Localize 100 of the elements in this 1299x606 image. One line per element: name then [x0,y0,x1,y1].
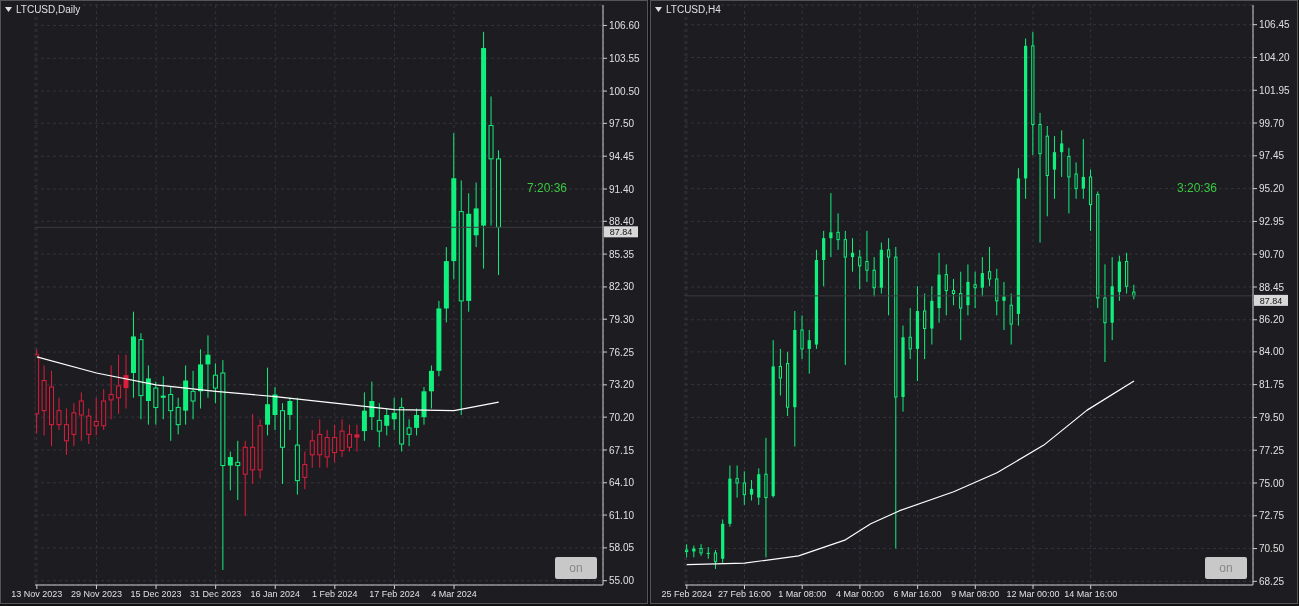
ref-line-label: 87.84 [1259,295,1283,306]
x-tick-label: 1 Mar 08:00 [778,589,827,600]
y-tick-label: 82.30 [609,281,635,293]
annotation: 3:20:36 [1176,181,1217,195]
x-tick-label: 14 Mar 16:00 [1064,589,1118,600]
x-tick-label: 17 Feb 2024 [369,589,420,600]
candlestick [71,402,77,447]
candlestick [858,249,862,290]
y-tick-label: 91.40 [609,183,635,195]
y-tick-label: 73.20 [609,379,635,391]
annotation: 7:20:36 [526,181,567,195]
candlestick [212,362,218,404]
candlestick [865,230,869,283]
y-tick-label: 61.10 [609,509,635,521]
candlestick [332,424,338,463]
y-tick-label: 106.45 [1259,19,1291,31]
candlestick [175,397,181,435]
candlestick [361,391,367,442]
candlestick [800,314,804,360]
candlestick [713,549,718,570]
candlestick [742,470,746,506]
ref-line-label: 87.84 [609,227,633,238]
candlestick [354,424,360,453]
candlestick [116,354,122,415]
candlestick [190,370,196,420]
candlestick [205,334,211,399]
candlestick [951,278,956,306]
x-tick-label: 4 Mar 00:00 [835,589,884,600]
y-tick-label: 99.70 [1259,117,1285,129]
candlestick [428,364,434,410]
chart-title: LTCUSD,Daily [16,4,81,15]
candlestick [807,329,811,375]
candlestick [764,437,768,558]
y-tick-label: 79.30 [609,313,635,325]
candlestick [287,397,293,431]
x-tick-label: 1 Feb 2024 [312,589,358,600]
y-tick-label: 55.00 [609,575,635,587]
y-tick-label: 97.45 [1259,150,1285,162]
candlestick [778,348,783,397]
candlestick [973,271,977,309]
candlestick [391,397,397,431]
y-tick-label: 86.20 [1259,314,1285,326]
candlestick [706,546,710,560]
candlestick [829,192,833,258]
candlestick [966,263,970,316]
candlestick [317,418,323,469]
toggle-button: on [555,557,597,579]
candlestick [56,397,62,431]
y-tick-label: 85.35 [609,248,635,260]
y-tick-label: 70.50 [1259,543,1285,555]
candlestick [843,230,847,366]
x-tick-label: 9 Mar 08:00 [951,589,1000,600]
candlestick [757,467,761,506]
candlestick [980,256,984,297]
candlestick [406,418,412,447]
candlestick [324,429,330,469]
candlestick [86,408,92,445]
candlestick [1060,129,1064,178]
candlestick [1067,147,1071,214]
y-tick-label: 76.25 [609,346,635,358]
candlestick [145,364,151,426]
candlestick [227,451,233,491]
y-tick-label: 100.50 [609,85,641,97]
candlestick [735,465,739,499]
y-tick-label: 88.40 [609,215,635,227]
candlestick [749,479,754,501]
candlestick [1074,161,1078,200]
x-tick-label: 13 Nov 2023 [11,589,63,600]
candlestick [309,429,315,469]
candlestick [63,408,69,456]
candlestick [1081,138,1085,200]
candlestick [78,391,84,442]
candlestick [376,402,382,448]
chart-title: LTCUSD,H4 [666,4,721,15]
candlestick [822,230,826,287]
y-tick-label: 70.20 [609,411,635,423]
candlestick [699,543,703,557]
x-tick-label: 27 Feb 16:00 [717,589,772,600]
y-tick-label: 92.95 [1259,215,1285,227]
candlestick [160,375,166,420]
y-tick-label: 72.75 [1259,510,1285,522]
y-tick-label: 95.20 [1259,183,1285,195]
y-tick-label: 77.25 [1259,444,1285,456]
y-tick-label: 90.70 [1259,248,1285,260]
y-tick-label: 75.00 [1259,477,1285,489]
y-tick-label: 68.25 [1259,575,1285,587]
x-tick-label: 12 Mar 00:00 [1006,589,1060,600]
y-tick-label: 104.20 [1259,52,1291,64]
candlestick [347,424,352,453]
y-tick-label: 64.10 [609,477,635,489]
y-tick-label: 103.55 [609,52,641,64]
candlestick [153,381,159,426]
x-tick-label: 31 Dec 2023 [190,589,242,600]
x-tick-label: 25 Feb 2024 [661,589,713,600]
x-tick-label: 4 Mar 2024 [431,589,477,600]
x-tick-label: 6 Mar 16:00 [893,589,942,600]
y-tick-label: 106.60 [609,20,641,31]
y-tick-label: 84.00 [1259,346,1285,358]
candlestick [123,354,129,410]
candlestick [272,386,278,431]
